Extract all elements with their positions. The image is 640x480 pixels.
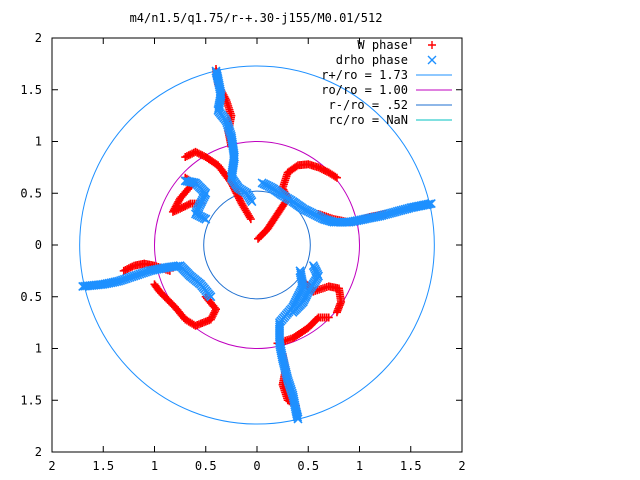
circle-r0_52: [203, 190, 311, 300]
x-tick-label: 2: [458, 459, 465, 473]
drho-phase-point: [212, 69, 222, 79]
x-tick-label: 0: [253, 459, 260, 473]
drho-phase-point: [293, 412, 303, 422]
chart-title: m4/n1.5/q1.75/r-+.30-j155/M0.01/512: [130, 11, 383, 25]
x-tick-label: 0.5: [297, 459, 319, 473]
w-phase-point: [177, 203, 186, 212]
circle-r1_73: [79, 65, 435, 425]
drho-phase-point: [180, 176, 190, 186]
legend-label: ro/ro = 1.00: [321, 83, 408, 97]
data-points: [78, 65, 436, 424]
drho-phase-point: [426, 199, 436, 209]
y-tick-label: 2: [35, 445, 42, 459]
drho-phase-point: [424, 199, 435, 209]
y-tick-label: 1: [35, 342, 42, 356]
y-tick-label: 2: [35, 31, 42, 45]
x-tick-label: 0.5: [195, 459, 217, 473]
drho-phase-point: [81, 281, 92, 291]
drho-phase-point: [423, 199, 433, 209]
legend-label: r+/ro = 1.73: [321, 68, 408, 82]
y-tick-label: 0.5: [20, 290, 42, 304]
legend-label: rc/ro = NaN: [329, 113, 408, 127]
drho-phase-point: [288, 307, 298, 317]
legend-marker-plus: [428, 41, 436, 49]
reference-circles: [79, 65, 435, 425]
y-tick-label: 1.5: [20, 393, 42, 407]
axis-ticks: 2 1.5 1 0.5 0 0.5 1 1.5 221.510.500.511.52: [20, 31, 465, 473]
y-tick-label: 0.5: [20, 186, 42, 200]
y-tick-label: 1: [35, 135, 42, 149]
drho-phase-point: [182, 176, 192, 186]
w-phase-point: [331, 172, 340, 181]
w-phase-point: [121, 266, 130, 275]
legend-label: r-/ro = .52: [329, 98, 408, 112]
y-tick-label: 0: [35, 238, 42, 252]
x-tick-label: 1.5: [400, 459, 422, 473]
drho-phase-point: [293, 414, 303, 424]
drho-phase-point: [80, 281, 90, 291]
drho-phase-point: [78, 281, 88, 291]
w-phase-point: [332, 308, 341, 317]
legend-label: W phase: [357, 38, 408, 52]
drho-phase-point: [211, 68, 221, 78]
x-tick-label: 2: [48, 459, 55, 473]
drho-phase-point: [184, 176, 194, 187]
w-phase-point: [181, 153, 190, 162]
w-phase-point: [182, 152, 191, 161]
x-tick-label: 1: [151, 459, 158, 473]
y-tick-label: 1.5: [20, 83, 42, 97]
w-phase-point: [150, 280, 159, 289]
x-tick-label: 1.5: [92, 459, 114, 473]
legend-label: drho phase: [336, 53, 408, 67]
circle-r1: [154, 141, 360, 349]
legend-marker-cross: [427, 55, 437, 65]
w-phase-point: [332, 173, 341, 182]
w-phase-point: [324, 313, 333, 322]
x-tick-label: 1: [356, 459, 363, 473]
drho-phase-point: [292, 411, 302, 421]
w-phase-point: [119, 266, 128, 275]
w-phase-point: [151, 281, 160, 290]
drho-phase-point: [211, 66, 221, 76]
